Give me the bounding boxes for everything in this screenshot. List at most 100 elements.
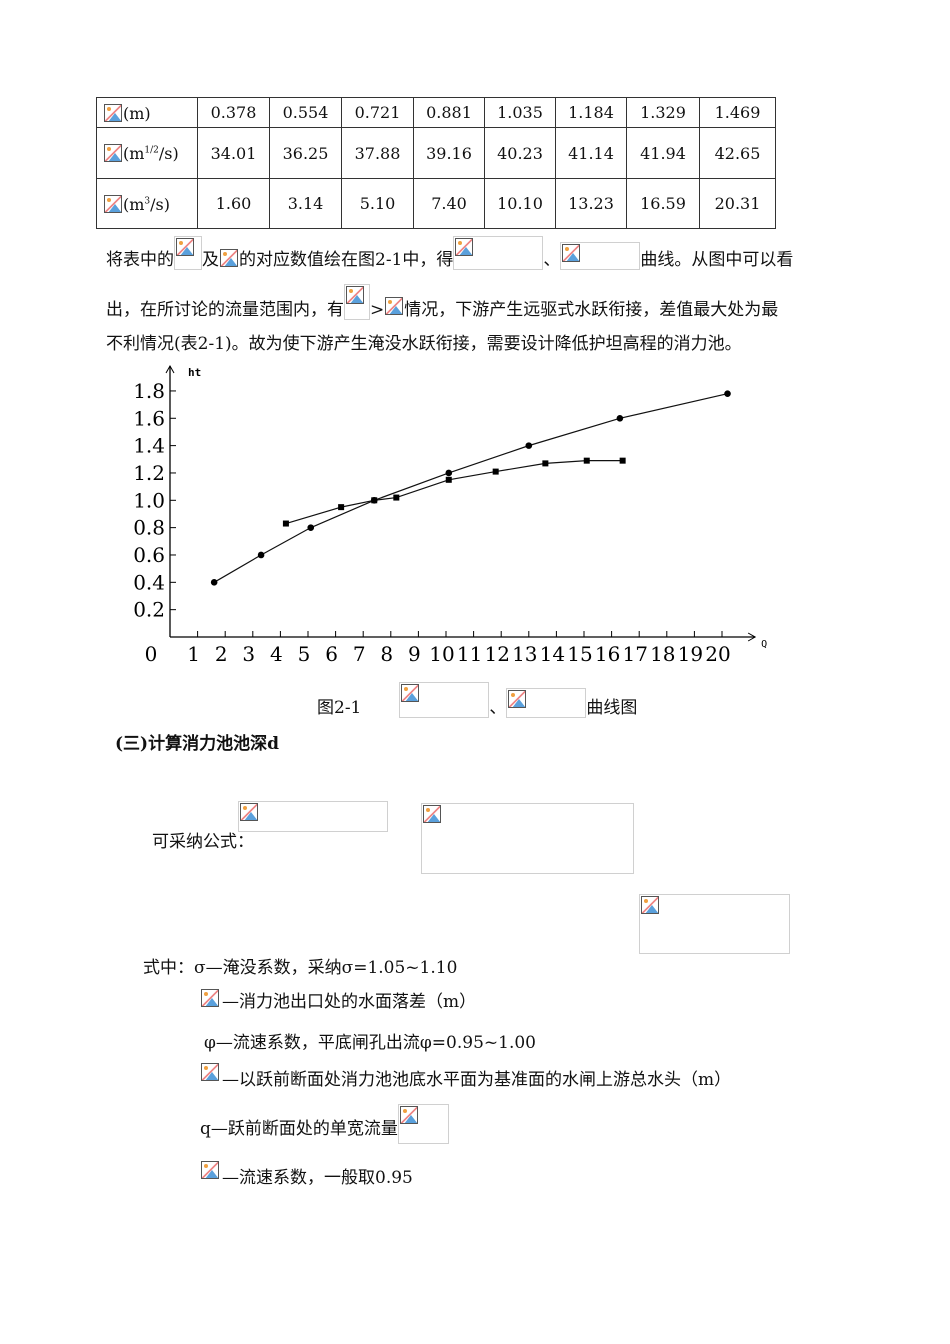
x-tick-label: 14 (540, 642, 565, 666)
data-point (282, 520, 289, 527)
x-tick-label: 3 (242, 642, 255, 666)
cell: 1.329 (626, 97, 700, 128)
y-tick-label: 0.6 (133, 543, 165, 567)
x-tick-label: 18 (650, 642, 675, 666)
broken-image-icon (399, 1106, 418, 1124)
cell: 1.184 (555, 97, 627, 128)
broken-image-icon (455, 238, 474, 256)
text: 将表中的 (106, 250, 174, 270)
cell: 10.10 (484, 178, 556, 229)
x-axis-label: Q (761, 639, 767, 650)
definition-coef: —流速系数，一般取0.95 (200, 1160, 413, 1188)
cell: 34.01 (197, 127, 270, 179)
broken-image-icon (201, 1063, 219, 1081)
data-point (445, 476, 452, 483)
cell: 0.721 (341, 97, 414, 128)
data-point (583, 457, 590, 464)
y-tick-label: 1.4 (133, 434, 165, 458)
text: —流速系数，一般取0.95 (222, 1168, 413, 1188)
text: —消力池出口处的水面落差（m） (222, 992, 477, 1012)
x-tick-label: 9 (408, 642, 421, 666)
x-tick-label: 7 (353, 642, 366, 666)
broken-image-icon (401, 684, 420, 702)
x-tick-label: 10 (429, 642, 454, 666)
cell: 3.14 (269, 178, 342, 229)
cell: 16.59 (626, 178, 700, 229)
y-tick-label: 1.8 (133, 379, 165, 403)
data-point (492, 468, 499, 475)
x-tick-label: 1 (187, 642, 200, 666)
data-point (445, 469, 453, 477)
broken-image-icon (201, 989, 219, 1007)
y-tick-label: 1.6 (133, 406, 165, 430)
y-axis-label: ht (188, 366, 201, 379)
data-point (210, 579, 218, 586)
formula-image (421, 803, 635, 874)
unit: (m1/2/s) (123, 144, 179, 163)
y-axis-arrow (165, 364, 175, 374)
y-tick-label: 0.8 (133, 516, 165, 540)
definition-h0: —以跃前断面处消力池池底水平面为基准面的水闸上游总水头（m） (200, 1062, 731, 1090)
text: 、 (543, 250, 561, 270)
x-tick-label: 6 (325, 642, 338, 666)
paragraph-line: 出，在所讨论的流量范围内，有 > 情况，下游产生远驱式水跃衔接，差值最大处为最 (106, 284, 778, 320)
paragraph-line: 不利情况(表2-1)。故为使下游产生淹没水跃衔接，需要设计降低护坦高程的消力池。 (106, 334, 742, 354)
cell: 0.378 (197, 97, 270, 128)
text: 情况，下游产生远驱式水跃衔接，差值最大处为最 (404, 300, 779, 320)
data-point (257, 551, 265, 559)
broken-image-icon (641, 896, 660, 914)
text: —以跃前断面处消力池池底水平面为基准面的水闸上游总水头（m） (222, 1070, 732, 1090)
broken-image-icon (201, 1161, 219, 1179)
cell: 0.554 (269, 97, 342, 128)
unit: (m3/s) (123, 194, 170, 214)
formula-label: 可采纳公式： (152, 832, 254, 852)
cell: 20.31 (699, 178, 776, 229)
y-tick-label: 0.2 (133, 598, 165, 622)
cell: 41.14 (555, 127, 627, 179)
data-point (393, 494, 400, 501)
y-tick-label: 1.0 (133, 488, 165, 512)
x-tick-label: 11 (457, 642, 482, 666)
x-tick-label: 4 (270, 642, 283, 666)
x-tick-label: 20 (705, 642, 730, 666)
text: 及 (202, 250, 219, 270)
text: 曲线。从图中可以看 (640, 250, 794, 270)
x-tick-label: 15 (567, 642, 592, 666)
table-row: (m1/2/s) 34.01 36.25 37.88 39.16 40.23 41.14 4… (96, 127, 776, 179)
formula-image (639, 894, 791, 954)
data-point (371, 497, 378, 504)
broken-image-icon (220, 249, 238, 267)
x-tick-label: 16 (595, 642, 620, 666)
figure-caption: 图2-1 、 曲线图 (317, 682, 637, 718)
table-row: (m) 0.378 0.554 0.721 0.881 1.035 1.184 1.329 1… (96, 97, 776, 128)
section-title: (三)计算消力池池深d (115, 734, 279, 754)
broken-image-icon (104, 103, 122, 122)
broken-image-icon (176, 238, 194, 256)
definition-phi: φ—流速系数，平底闸孔出流φ=0.95~1.00 (204, 1033, 536, 1053)
data-point (724, 390, 731, 397)
data-point (338, 504, 345, 511)
text: q—跃前断面处的单宽流量 (200, 1119, 398, 1139)
cell: 1.035 (484, 97, 556, 128)
definition-dz: —消力池出口处的水面落差（m） (200, 987, 476, 1012)
text: 曲线图 (586, 698, 638, 718)
formula-image (238, 801, 388, 832)
cell: 13.23 (555, 178, 627, 229)
table-row: (m3/s) 1.60 3.14 5.10 7.40 10.10 13.23 16.59 20… (96, 178, 776, 229)
broken-image-icon (562, 244, 581, 262)
broken-image-icon (104, 194, 122, 213)
data-point (619, 457, 626, 464)
cell: 42.65 (699, 127, 776, 179)
y-tick-label: 1.2 (133, 461, 165, 485)
definition-sigma: 式中：σ—淹没系数，采纳σ=1.05~1.10 (143, 958, 458, 978)
broken-image-icon (346, 286, 364, 304)
cell: 5.10 (341, 178, 414, 229)
text: 出，在所讨论的流量范围内，有 (106, 300, 344, 320)
cell: 1.469 (699, 97, 776, 128)
chart: 0 1 2 3 4 5 6 7 8 9 10 11 12 13 14 15 16 17 18 19 200.20.40.… (133, 364, 767, 666)
y-tick-label: 0.4 (133, 570, 165, 594)
x-tick-label: 8 (380, 642, 393, 666)
cell: 36.25 (269, 127, 342, 179)
x-tick-label: 17 (622, 642, 647, 666)
